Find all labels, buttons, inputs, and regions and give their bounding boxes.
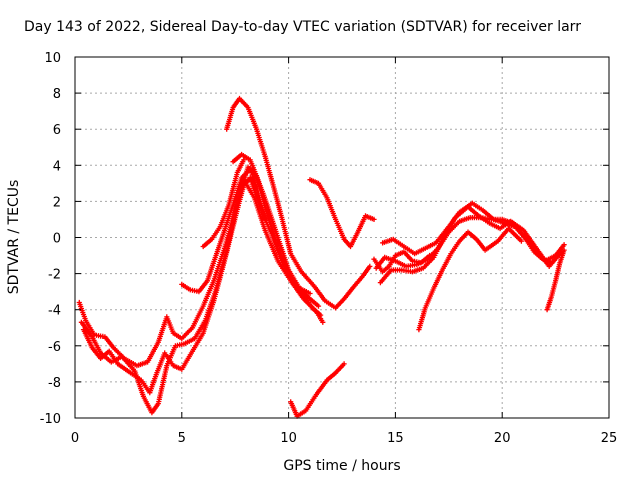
y-axis-label: SDTVAR / TECUs [6,180,22,295]
series-line [225,97,371,309]
x-tick-label: 15 [387,431,404,446]
series-track-n [544,247,567,313]
y-tick-label: 0 [53,232,61,247]
data-series [76,95,567,419]
series-track-l [380,200,565,266]
data-point-marker [315,303,322,309]
series-track-c [80,175,322,396]
y-tick-label: -8 [48,376,61,391]
y-tick-label: 6 [53,123,61,138]
y-tick-label: 2 [53,195,61,210]
series-track-i [288,361,347,419]
series-track-g [200,157,247,250]
data-point-marker [318,312,324,318]
y-tick-label: 8 [53,87,61,102]
chart-title: Day 143 of 2022, Sidereal Day-to-day VTE… [24,19,581,35]
data-point-marker [561,242,567,248]
data-point-marker [518,238,524,244]
y-tick-label: -10 [40,412,61,427]
series-track-m [416,225,524,333]
data-point-marker [367,263,373,269]
x-tick-label: 20 [494,431,511,446]
data-point-marker [371,216,377,222]
series-track-d [224,95,373,311]
series-track-e [230,151,313,297]
x-tick-label: 0 [71,431,79,446]
data-point-marker [427,252,433,259]
data-point-marker [341,361,347,367]
x-tick-label: 10 [280,431,297,446]
x-tick-label: 5 [178,431,186,446]
data-point-marker [307,290,313,297]
x-tick-label: 25 [601,431,618,446]
y-tick-label: 10 [44,51,61,66]
data-point-marker [320,319,326,325]
series-line [375,216,566,270]
series-track-h [307,177,377,250]
y-tick-label: 4 [53,159,61,174]
data-point-marker [241,157,247,163]
x-axis-label: GPS time / hours [283,458,400,474]
y-tick-label: -2 [48,268,61,283]
data-point-marker [561,247,567,253]
y-tick-label: -4 [48,304,61,319]
axis-ticks: 0 5 10 15 20 25 -10 -8 -6 -4 -2 0 2 4 6 8 10 [40,51,618,446]
series-track-o [371,249,433,275]
data-point-marker [262,216,268,222]
grid-lines [75,57,609,418]
y-tick-label: -6 [48,340,61,355]
series-track-f [179,166,268,295]
